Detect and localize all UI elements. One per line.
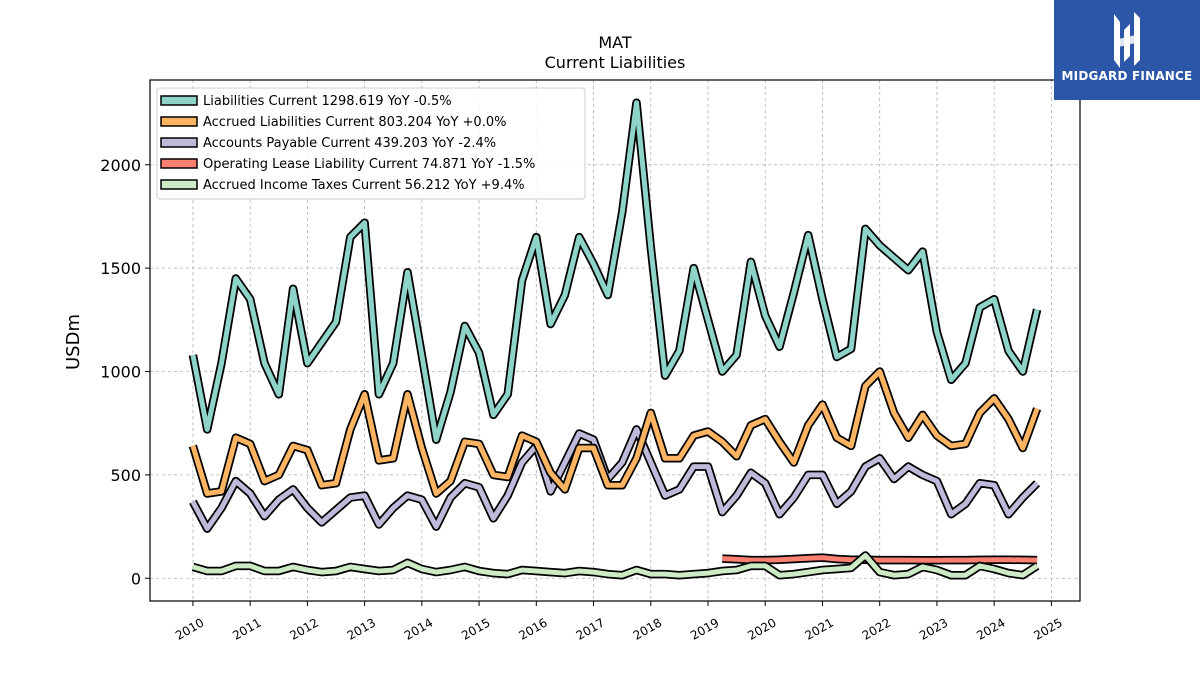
x-tick-label: 2021	[803, 615, 836, 642]
y-tick-label: 1000	[100, 363, 141, 382]
brand-name: MIDGARD FINANCE	[1061, 69, 1193, 83]
series-2	[189, 425, 1041, 533]
x-tick-label: 2024	[974, 615, 1007, 642]
y-tick-label: 1500	[100, 259, 141, 278]
y-axis-label: USDm	[63, 314, 84, 370]
brand-mark-icon	[1114, 12, 1140, 68]
legend-swatch	[160, 179, 198, 190]
y-tick-label: 2000	[100, 156, 141, 175]
y-axis: 0 500 1000 1500 2000	[100, 156, 150, 588]
x-tick-label: 2019	[688, 615, 721, 642]
x-axis: 2010 2011 2012 2013 2014 2015 2016 2017 2018 2019…	[173, 601, 1065, 643]
plot-frame	[149, 79, 1081, 602]
legend-swatch	[160, 95, 198, 106]
x-tick-label: 2011	[230, 615, 263, 642]
x-tick-label: 2016	[516, 615, 549, 642]
series-line	[722, 555, 1038, 563]
series-layer	[188, 98, 1042, 580]
chart-title: MAT	[598, 33, 632, 52]
y-tick-label: 0	[131, 569, 141, 588]
legend-label: Liabilities Current 1298.619 YoY -0.5%	[203, 94, 452, 109]
legend-swatch	[160, 158, 198, 169]
x-tick-label: 2017	[574, 615, 607, 642]
chart-subtitle: Current Liabilities	[545, 53, 686, 72]
x-tick-label: 2012	[287, 615, 320, 642]
y-tick-label: 500	[110, 466, 141, 485]
x-tick-label: 2020	[745, 615, 778, 642]
legend-box	[156, 87, 586, 200]
series-line	[190, 369, 1040, 496]
series-0	[188, 98, 1042, 444]
brand-logo: MIDGARD FINANCE	[1054, 0, 1200, 100]
legend-label: Accounts Payable Current 439.203 YoY -2.…	[203, 136, 496, 151]
legend-swatch	[160, 116, 198, 127]
x-tick-label: 2013	[345, 615, 378, 642]
x-tick-label: 2025	[1031, 615, 1064, 642]
legend: Liabilities Current 1298.619 YoY -0.5% Ac…	[156, 87, 586, 200]
series-line	[192, 553, 1039, 578]
x-tick-label: 2014	[402, 615, 435, 642]
legend-label: Accrued Income Taxes Current 56.212 YoY …	[203, 178, 525, 193]
x-tick-label: 2015	[459, 615, 492, 642]
legend-swatch	[160, 137, 198, 148]
series-1	[188, 367, 1042, 498]
x-tick-label: 2010	[173, 615, 206, 642]
series-3	[722, 553, 1038, 565]
series-line	[190, 100, 1040, 443]
x-tick-label: 2018	[631, 615, 664, 642]
series-4	[191, 551, 1040, 580]
x-tick-label: 2023	[917, 615, 950, 642]
series-line	[190, 426, 1039, 532]
legend-label: Operating Lease Liability Current 74.871…	[203, 157, 535, 172]
x-tick-label: 2022	[860, 615, 893, 642]
legend-label: Accrued Liabilities Current 803.204 YoY …	[203, 115, 506, 130]
